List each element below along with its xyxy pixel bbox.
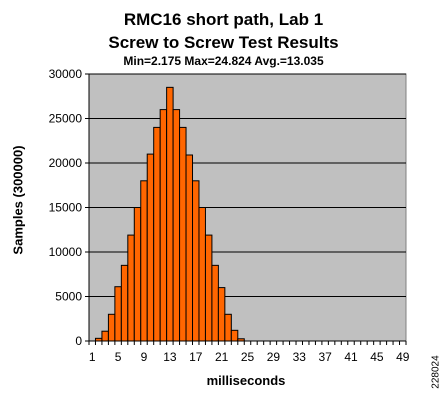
- histogram-bar: [211, 264, 219, 342]
- chart-title-line-2: Screw to Screw Test Results: [108, 33, 339, 52]
- histogram-bar: [179, 126, 187, 342]
- y-tick-label: 20000: [49, 156, 83, 170]
- y-tick-label: 5000: [55, 290, 82, 304]
- histogram-bar: [159, 109, 168, 342]
- histogram-bar: [127, 234, 135, 342]
- histogram-bar: [185, 154, 194, 342]
- histogram-bar: [146, 153, 155, 342]
- histogram-bar: [133, 207, 142, 342]
- histogram-bar: [114, 286, 122, 342]
- y-axis-label: Samples (300000): [10, 145, 26, 255]
- x-tick-label: 29: [267, 350, 281, 364]
- chart-subtitle: Min=2.175 Max=24.824 Avg.=13.035: [123, 54, 324, 68]
- y-tick-label: 10000: [49, 245, 83, 259]
- x-tick-label: 45: [370, 350, 384, 364]
- y-tick-label: 15000: [49, 201, 83, 215]
- x-tick-label: 17: [189, 350, 203, 364]
- histogram-bar: [153, 126, 161, 342]
- y-tick-label: 30000: [49, 67, 83, 81]
- x-tick-label: 37: [318, 350, 332, 364]
- histogram-bar: [172, 109, 181, 342]
- histogram-bar: [101, 330, 109, 342]
- x-tick-label: 13: [163, 350, 177, 364]
- x-tick-label: 1: [89, 350, 96, 364]
- y-tick-label: 25000: [49, 112, 83, 126]
- x-tick-label: 21: [215, 350, 229, 364]
- chart-title: RMC16 short path, Lab 1: [123, 10, 324, 29]
- histogram-bar: [140, 180, 148, 342]
- x-tick-label: 33: [293, 350, 307, 364]
- y-tick-label: 0: [75, 334, 82, 348]
- histogram-bar: [107, 313, 116, 342]
- x-tick-label: 41: [344, 350, 358, 364]
- histogram-bar: [230, 329, 239, 342]
- x-axis-label: milliseconds: [206, 373, 286, 388]
- histogram-bar: [198, 207, 206, 342]
- histogram-bar: [120, 264, 129, 342]
- x-tick-label: 9: [141, 350, 148, 364]
- x-tick-label: 5: [115, 350, 122, 364]
- x-tick-label: 25: [241, 350, 255, 364]
- histogram-bar: [166, 86, 174, 342]
- histogram-bar: [217, 287, 226, 342]
- histogram-bar: [192, 180, 200, 342]
- x-tick-label: 49: [396, 350, 410, 364]
- histogram-bar: [224, 313, 232, 342]
- histogram-bar: [204, 234, 213, 342]
- figure-id: 228024: [430, 355, 442, 389]
